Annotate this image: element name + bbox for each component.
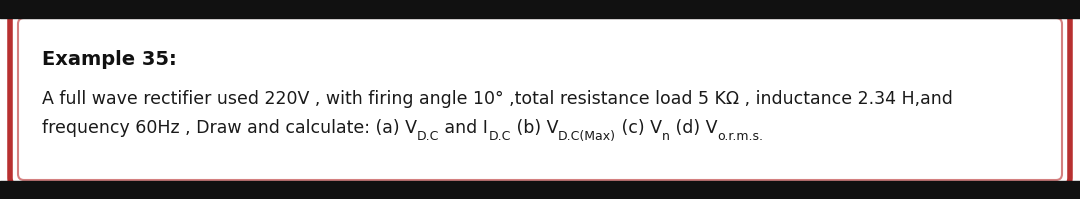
Text: (b) V: (b) V xyxy=(511,119,558,137)
Text: frequency 60Hz , Draw and calculate: (a) V: frequency 60Hz , Draw and calculate: (a)… xyxy=(42,119,417,137)
Text: D.C: D.C xyxy=(488,130,511,143)
Text: o.r.m.s.: o.r.m.s. xyxy=(717,130,764,143)
Text: D.C(Max): D.C(Max) xyxy=(558,130,616,143)
Text: D.C: D.C xyxy=(417,130,440,143)
FancyBboxPatch shape xyxy=(10,12,1070,186)
Text: Example 35:: Example 35: xyxy=(42,50,177,69)
Text: A full wave rectifier used 220V , with firing angle 10° ,total resistance load 5: A full wave rectifier used 220V , with f… xyxy=(42,90,953,108)
Text: (c) V: (c) V xyxy=(616,119,662,137)
Text: n: n xyxy=(662,130,670,143)
Text: (d) V: (d) V xyxy=(670,119,717,137)
Text: and I: and I xyxy=(440,119,488,137)
